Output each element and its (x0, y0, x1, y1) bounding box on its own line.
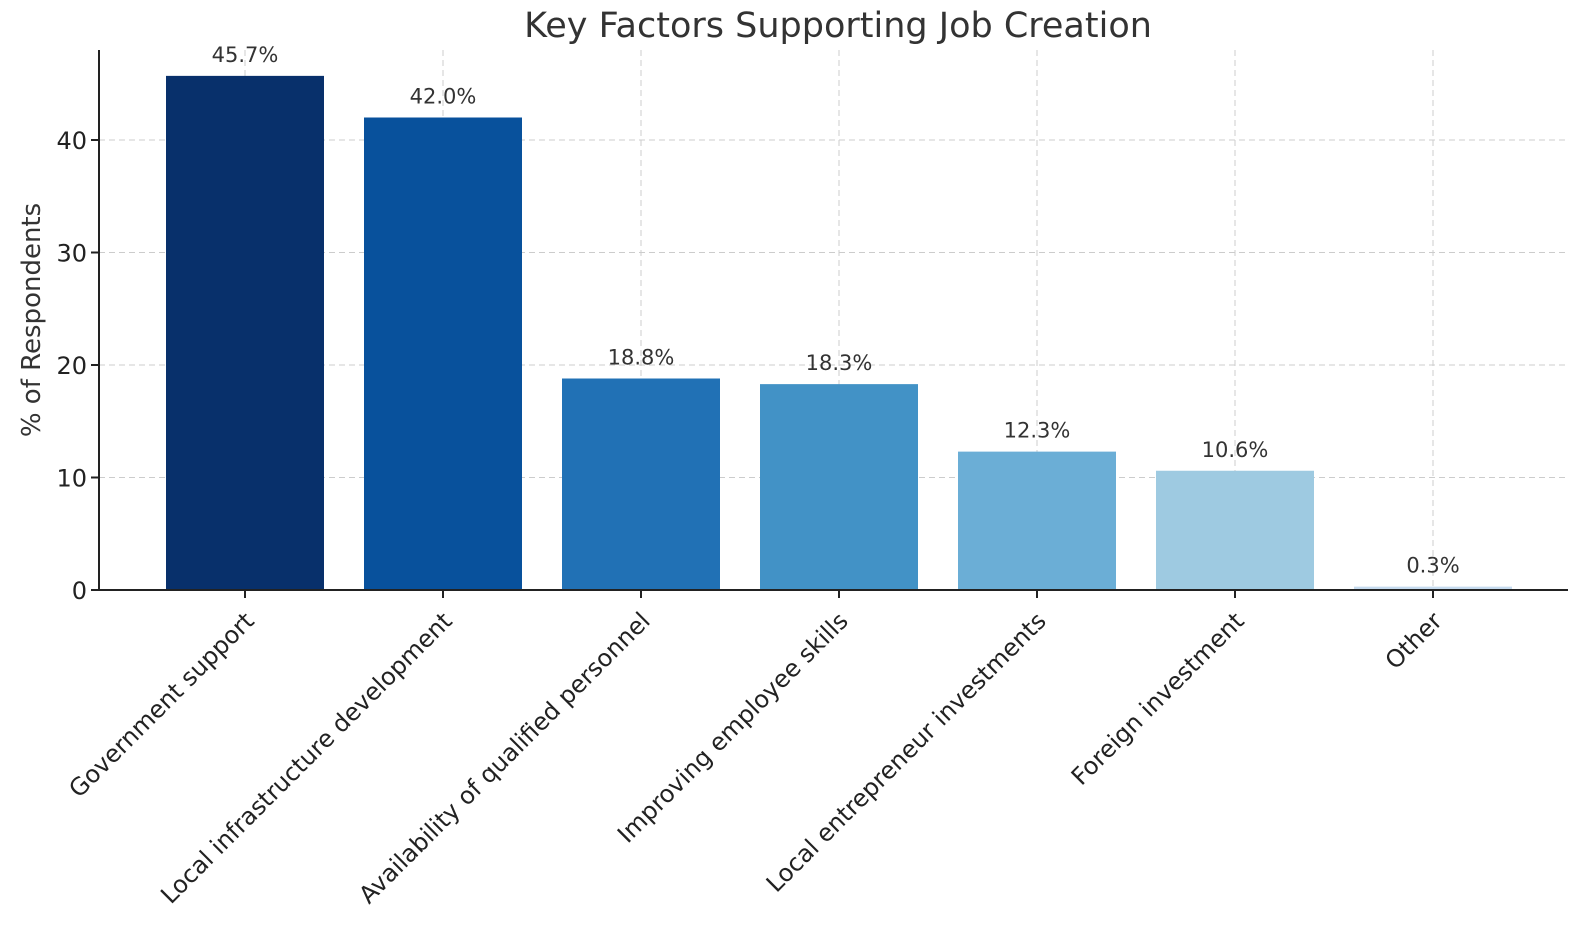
y-tick-label: 40 (56, 127, 87, 155)
y-tick-label: 0 (72, 577, 87, 605)
data-label: 10.6% (1202, 438, 1269, 462)
y-ticks: 0 10 20 30 40 (56, 127, 99, 605)
bar (166, 75, 324, 590)
data-label: 18.3% (806, 351, 873, 375)
bar (958, 451, 1116, 590)
y-tick-label: 10 (56, 465, 87, 493)
x-tick-label: Other (1380, 607, 1448, 675)
bar (1354, 586, 1512, 590)
bar (1156, 470, 1314, 590)
data-label: 12.3% (1004, 419, 1071, 443)
data-label: 42.0% (410, 85, 477, 109)
chart-title: Key Factors Supporting Job Creation (524, 6, 1152, 46)
data-label: 0.3% (1406, 554, 1459, 578)
x-tick-label: Foreign investment (1066, 607, 1250, 791)
data-label: 18.8% (608, 346, 675, 370)
bar (364, 117, 522, 590)
data-labels: 45.7% 42.0% 18.8% 18.3% 12.3% 10.6% 0.3% (212, 43, 1460, 578)
y-tick-label: 20 (56, 352, 87, 380)
y-tick-label: 30 (56, 240, 87, 268)
bar (562, 378, 720, 590)
data-label: 45.7% (212, 43, 279, 67)
y-axis-label: % of Respondents (17, 203, 47, 437)
bars (166, 75, 1512, 590)
x-tick-label: Government support (63, 607, 259, 803)
bar (760, 384, 918, 590)
x-tick-label: Improving employee skills (612, 607, 854, 849)
